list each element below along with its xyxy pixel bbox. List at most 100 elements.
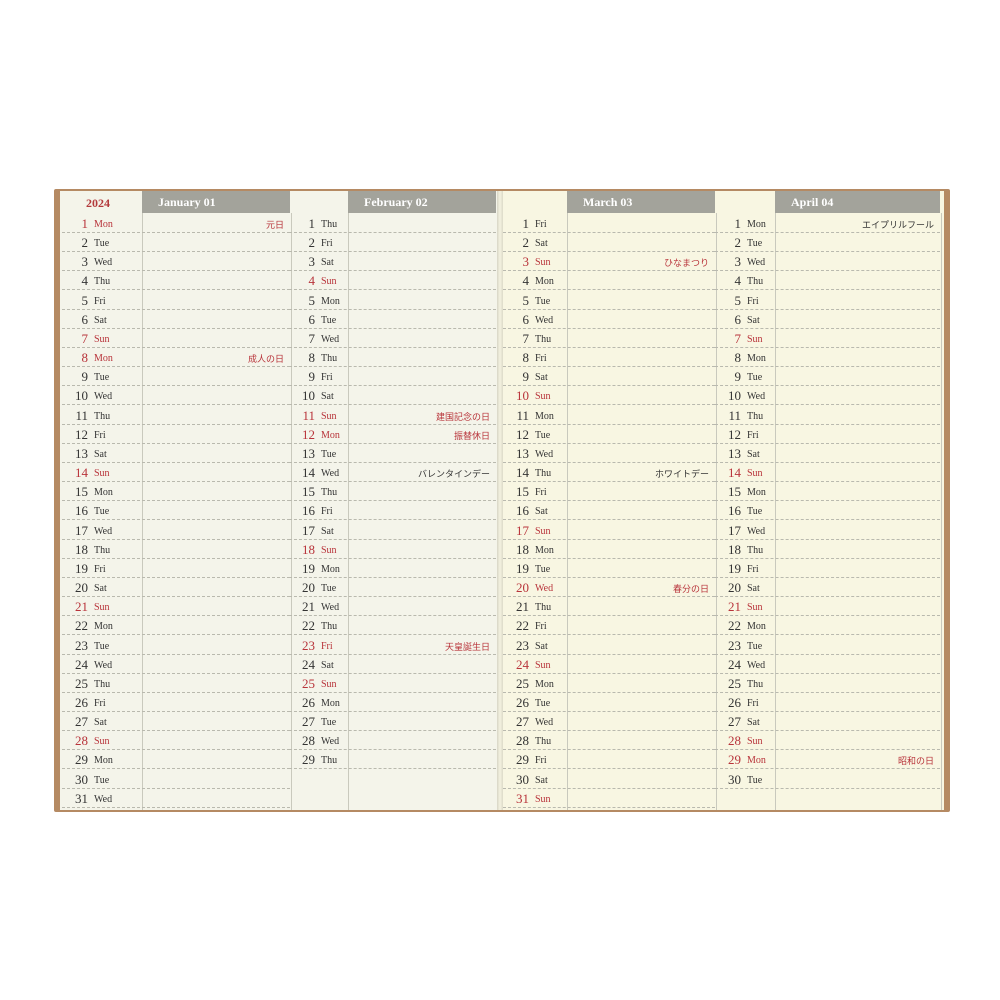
day-row[interactable]: 29 Fri	[503, 750, 715, 770]
day-row[interactable]: 6 Sat	[62, 310, 290, 329]
day-row[interactable]: 21 Sun	[715, 597, 940, 617]
day-row[interactable]: 31 Sun	[503, 789, 715, 808]
day-row[interactable]: 7 Wed	[289, 329, 496, 348]
day-row[interactable]: 1 Mon エイプリルフール	[715, 214, 940, 233]
day-row[interactable]: 22 Fri	[503, 616, 715, 636]
day-row[interactable]: 14 Thu ホワイトデー	[503, 463, 715, 483]
day-row[interactable]: 15 Fri	[503, 482, 715, 502]
day-row[interactable]: 22 Mon	[715, 616, 940, 636]
day-row[interactable]: 17 Sat	[289, 521, 496, 540]
day-row[interactable]: 6 Sat	[715, 310, 940, 329]
day-row[interactable]: 29 Thu	[289, 750, 496, 770]
day-row[interactable]: 19 Fri	[715, 559, 940, 578]
day-row[interactable]: 28 Thu	[503, 731, 715, 751]
day-row[interactable]: 1 Mon 元日	[62, 214, 290, 233]
day-row[interactable]: 22 Thu	[289, 616, 496, 636]
day-row[interactable]: 11 Mon	[503, 406, 715, 425]
day-row[interactable]: 3 Wed	[715, 252, 940, 272]
day-row[interactable]: 31 Wed	[62, 789, 290, 808]
day-row[interactable]: 20 Sat	[62, 578, 290, 598]
day-row[interactable]: 23 Tue	[715, 636, 940, 655]
day-row[interactable]: 29 Mon 昭和の日	[715, 750, 940, 770]
day-row[interactable]: 27 Tue	[289, 712, 496, 732]
day-row[interactable]: 18 Sun	[289, 540, 496, 559]
day-row[interactable]: 14 Wed バレンタインデー	[289, 463, 496, 483]
day-row[interactable]: 21 Thu	[503, 597, 715, 617]
day-row[interactable]: 8 Fri	[503, 348, 715, 368]
day-row[interactable]: 27 Sat	[62, 712, 290, 732]
day-row[interactable]: 5 Fri	[715, 291, 940, 310]
day-row[interactable]: 18 Thu	[62, 540, 290, 559]
day-row[interactable]: 19 Fri	[62, 559, 290, 578]
day-row[interactable]: 2 Tue	[715, 233, 940, 253]
day-row[interactable]: 6 Wed	[503, 310, 715, 329]
day-row[interactable]: 12 Mon 振替休日	[289, 425, 496, 444]
day-row[interactable]: 11 Sun 建国記念の日	[289, 406, 496, 425]
day-row[interactable]: 9 Tue	[715, 367, 940, 387]
day-row[interactable]: 25 Thu	[715, 674, 940, 693]
day-row[interactable]: 12 Tue	[503, 425, 715, 444]
day-row[interactable]: 4 Sun	[289, 271, 496, 291]
day-row[interactable]: 24 Sat	[289, 655, 496, 674]
day-row[interactable]: 24 Wed	[715, 655, 940, 674]
day-row[interactable]: 26 Mon	[289, 693, 496, 712]
day-row[interactable]: 2 Sat	[503, 233, 715, 253]
day-row[interactable]: 4 Thu	[62, 271, 290, 291]
day-row[interactable]: 23 Fri 天皇誕生日	[289, 636, 496, 655]
day-row[interactable]: 15 Mon	[62, 482, 290, 502]
day-row[interactable]: 25 Sun	[289, 674, 496, 693]
day-row[interactable]: 28 Wed	[289, 731, 496, 751]
day-row[interactable]: 9 Fri	[289, 367, 496, 387]
day-row[interactable]: 30 Sat	[503, 770, 715, 789]
day-row[interactable]: 17 Wed	[62, 521, 290, 540]
day-row[interactable]: 30 Tue	[62, 770, 290, 789]
day-row[interactable]: 20 Tue	[289, 578, 496, 598]
day-row[interactable]: 16 Sat	[503, 501, 715, 521]
day-row[interactable]: 22 Mon	[62, 616, 290, 636]
day-row[interactable]: 21 Sun	[62, 597, 290, 617]
day-row[interactable]: 26 Fri	[62, 693, 290, 712]
day-row[interactable]: 16 Tue	[715, 501, 940, 521]
day-row[interactable]: 17 Wed	[715, 521, 940, 540]
day-row[interactable]: 13 Sat	[715, 444, 940, 463]
day-row[interactable]: 26 Tue	[503, 693, 715, 712]
day-row[interactable]: 15 Thu	[289, 482, 496, 502]
day-row[interactable]: 1 Thu	[289, 214, 496, 233]
day-row[interactable]: 23 Tue	[62, 636, 290, 655]
day-row[interactable]: 8 Mon 成人の日	[62, 348, 290, 368]
day-row[interactable]: 2 Tue	[62, 233, 290, 253]
day-row[interactable]: 15 Mon	[715, 482, 940, 502]
day-row[interactable]: 14 Sun	[715, 463, 940, 483]
day-row[interactable]: 11 Thu	[715, 406, 940, 425]
day-row[interactable]: 5 Mon	[289, 291, 496, 310]
day-row[interactable]: 5 Tue	[503, 291, 715, 310]
day-row[interactable]: 20 Sat	[715, 578, 940, 598]
day-row[interactable]: 7 Sun	[62, 329, 290, 348]
day-row[interactable]: 8 Thu	[289, 348, 496, 368]
day-row[interactable]: 13 Sat	[62, 444, 290, 463]
day-row[interactable]: 14 Sun	[62, 463, 290, 483]
day-row[interactable]: 9 Sat	[503, 367, 715, 387]
day-row[interactable]: 8 Mon	[715, 348, 940, 368]
day-row[interactable]: 19 Tue	[503, 559, 715, 578]
day-row[interactable]: 6 Tue	[289, 310, 496, 329]
day-row[interactable]: 10 Wed	[715, 386, 940, 406]
day-row[interactable]: 24 Sun	[503, 655, 715, 674]
day-row[interactable]: 29 Mon	[62, 750, 290, 770]
day-row[interactable]: 18 Mon	[503, 540, 715, 559]
day-row[interactable]: 13 Wed	[503, 444, 715, 463]
day-row[interactable]: 10 Sun	[503, 386, 715, 406]
day-row[interactable]: 16 Fri	[289, 501, 496, 521]
day-row[interactable]: 28 Sun	[715, 731, 940, 751]
day-row[interactable]: 9 Tue	[62, 367, 290, 387]
day-row[interactable]: 7 Sun	[715, 329, 940, 348]
day-row[interactable]: 27 Wed	[503, 712, 715, 732]
day-row[interactable]: 17 Sun	[503, 521, 715, 540]
day-row[interactable]: 4 Mon	[503, 271, 715, 291]
day-row[interactable]: 3 Sun ひなまつり	[503, 252, 715, 272]
day-row[interactable]: 11 Thu	[62, 406, 290, 425]
day-row[interactable]: 21 Wed	[289, 597, 496, 617]
day-row[interactable]: 13 Tue	[289, 444, 496, 463]
day-row[interactable]: 7 Thu	[503, 329, 715, 348]
day-row[interactable]: 3 Sat	[289, 252, 496, 272]
